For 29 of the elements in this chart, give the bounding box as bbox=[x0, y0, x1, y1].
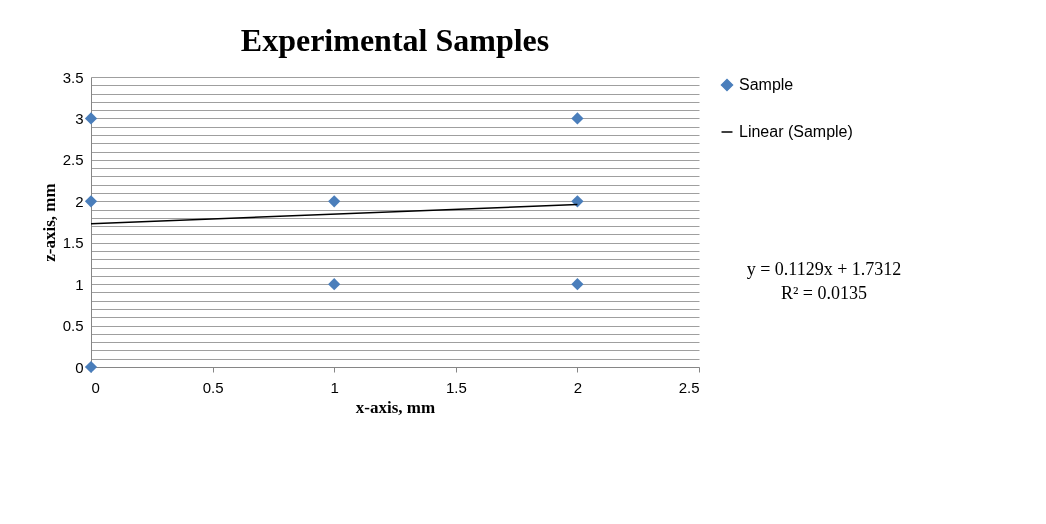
y-axis-title: z-axis, mm bbox=[39, 183, 59, 262]
point bbox=[571, 195, 584, 208]
point bbox=[328, 195, 341, 208]
x-tick-label: 2.5 bbox=[678, 378, 700, 396]
y-tick-label: 1.5 bbox=[62, 234, 84, 252]
point bbox=[84, 195, 98, 208]
y-tick-label: 3.5 bbox=[62, 68, 84, 86]
x-tick-label: 1.5 bbox=[445, 378, 467, 396]
chart-title: Experimental Samples bbox=[240, 22, 550, 58]
x-axis-title: x-axis, mm bbox=[355, 397, 436, 417]
point bbox=[571, 112, 584, 125]
point bbox=[571, 278, 584, 291]
x-tick-label: 0 bbox=[91, 378, 100, 396]
x-tick-label: 0.5 bbox=[202, 378, 224, 396]
legend-label: Sample bbox=[739, 76, 794, 93]
text: R² = 0.0135 bbox=[780, 282, 868, 303]
legend-label: Linear (Sample) bbox=[739, 123, 853, 140]
point bbox=[328, 278, 341, 291]
y-tick-label: 1 bbox=[75, 275, 84, 293]
text: y = 0.1129x + 1.7312 bbox=[746, 258, 902, 279]
y-tick-label: 0 bbox=[75, 358, 84, 376]
point bbox=[84, 112, 98, 125]
y-tick-label: 2 bbox=[75, 192, 84, 210]
y-tick-label: 0.5 bbox=[62, 317, 84, 335]
x-tick-label: 1 bbox=[330, 378, 339, 396]
point bbox=[84, 360, 98, 374]
y-tick-label: 3 bbox=[75, 109, 84, 127]
y-tick-label: 2.5 bbox=[62, 151, 84, 169]
x-tick-label: 2 bbox=[573, 378, 583, 396]
